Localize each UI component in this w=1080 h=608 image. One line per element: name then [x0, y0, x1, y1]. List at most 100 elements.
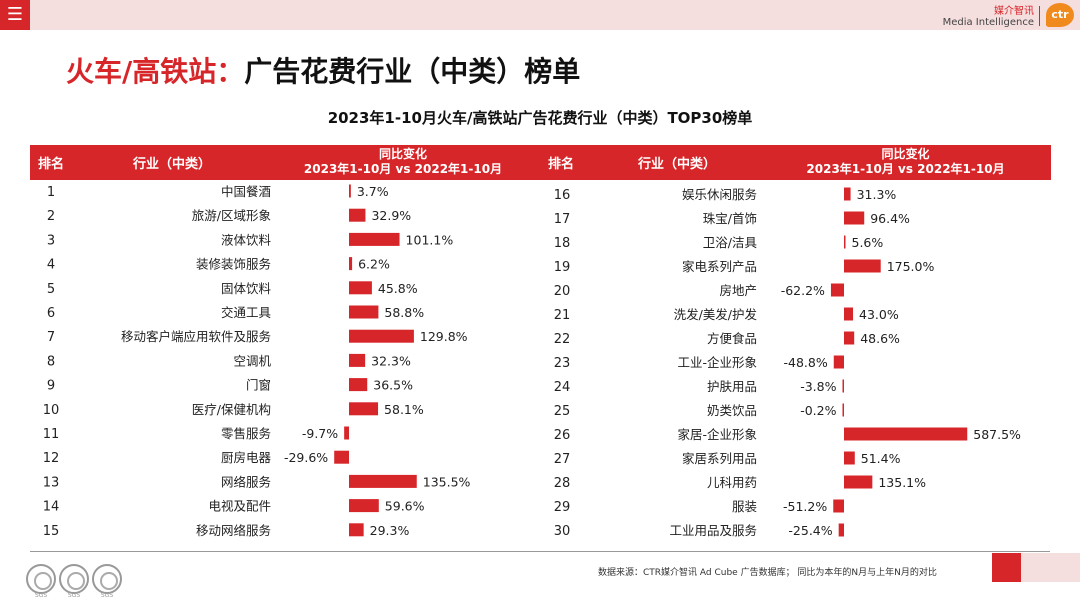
data-label: 5.6% — [852, 235, 884, 250]
table-row: 20 房地产 -62.2% — [554, 283, 844, 299]
industry-label: 工业用品及服务 — [669, 523, 757, 538]
table-row: 9 门窗 36.5% — [47, 378, 413, 394]
industry-label: 门窗 — [246, 378, 271, 393]
hamburger-icon[interactable]: ☰ — [0, 0, 30, 30]
data-label: -25.4% — [788, 523, 832, 538]
table-row: 24 护肤用品 -3.8% — [554, 379, 844, 395]
table-row: 11 零售服务 -9.7% — [43, 426, 349, 442]
rank-label: 3 — [47, 233, 55, 248]
data-label: -48.8% — [784, 355, 828, 370]
table-row: 25 奶类饮品 -0.2% — [554, 403, 844, 419]
table-header-left: 排名 行业（中类） 同比变化 2023年1-10月 vs 2022年1-10月 — [30, 145, 540, 180]
seal-label: SGS — [67, 592, 81, 599]
table-row: 7 移动客户端应用软件及服务 129.8% — [47, 329, 468, 345]
rank-label: 27 — [554, 452, 571, 467]
brand-text: 媒介智讯 Media Intelligence — [943, 6, 1034, 28]
bar — [349, 474, 417, 488]
bar — [844, 475, 873, 489]
brand-divider — [1039, 6, 1040, 26]
bar — [349, 257, 353, 271]
bar — [844, 187, 851, 201]
table-row: 29 服装 -51.2% — [554, 499, 844, 515]
industry-label: 液体饮料 — [221, 232, 272, 247]
bar — [833, 499, 844, 513]
rank-label: 11 — [43, 427, 60, 442]
rank-label: 24 — [554, 380, 571, 395]
data-label: 32.9% — [371, 208, 411, 223]
source-note: 数据来源：CTR媒介智讯 Ad Cube 广告数据库； 同比为本年的N月与上年N… — [598, 568, 937, 578]
industry-label: 移动客户端应用软件及服务 — [121, 329, 271, 344]
industry-label: 娱乐休闲服务 — [682, 187, 757, 202]
bar — [349, 305, 379, 319]
rank-label: 14 — [43, 500, 60, 515]
rank-label: 20 — [554, 284, 571, 299]
table-row: 30 工业用品及服务 -25.4% — [554, 523, 844, 539]
data-label: -29.6% — [284, 450, 328, 465]
bar — [844, 259, 881, 273]
bar — [842, 403, 844, 417]
table-row: 14 电视及配件 59.6% — [43, 499, 425, 515]
table-row: 13 网络服务 135.5% — [43, 474, 471, 490]
data-label: 135.5% — [423, 474, 471, 489]
industry-label: 中国餐酒 — [221, 184, 271, 199]
bar — [833, 355, 844, 369]
industry-label: 移动网络服务 — [196, 523, 271, 538]
data-label: 45.8% — [378, 281, 418, 296]
bar — [349, 378, 368, 392]
rank-label: 15 — [43, 524, 60, 539]
industry-label: 厨房电器 — [221, 450, 272, 465]
bar — [349, 184, 351, 198]
industry-label: 空调机 — [233, 353, 271, 368]
header-change-line1: 同比变化 — [881, 147, 930, 161]
table-row: 22 方便食品 48.6% — [554, 331, 900, 347]
rank-label: 5 — [47, 282, 55, 297]
data-label: 587.5% — [973, 427, 1021, 442]
table-row: 6 交通工具 58.8% — [47, 305, 424, 321]
rank-label: 12 — [43, 451, 60, 466]
header-change: 同比变化 2023年1-10月 vs 2022年1-10月 — [798, 147, 1013, 177]
data-label: 135.1% — [878, 475, 926, 490]
industry-label: 网络服务 — [221, 474, 271, 489]
corner-block-red — [992, 553, 1021, 582]
bar — [844, 427, 968, 441]
top-bar — [0, 0, 1080, 30]
industry-label: 洗发/美发/护发 — [674, 307, 758, 322]
industry-label: 电视及配件 — [208, 499, 271, 514]
rank-label: 25 — [554, 404, 571, 419]
data-label: 59.6% — [385, 499, 425, 514]
certification-seal-icon — [59, 564, 89, 594]
industry-label: 珠宝/首饰 — [703, 211, 757, 226]
data-label: 101.1% — [406, 232, 454, 247]
rank-label: 4 — [47, 258, 55, 273]
table-row: 18 卫浴/洁具 5.6% — [554, 235, 884, 251]
table-row: 3 液体饮料 101.1% — [47, 232, 453, 248]
industry-label: 装修装饰服务 — [196, 257, 271, 272]
header-change: 同比变化 2023年1-10月 vs 2022年1-10月 — [298, 147, 508, 177]
seal-label: SGS — [100, 592, 114, 599]
industry-label: 旅游/区域形象 — [192, 208, 271, 223]
table-row: 21 洗发/美发/护发 43.0% — [554, 307, 899, 323]
rank-label: 6 — [47, 306, 55, 321]
rank-label: 21 — [554, 308, 571, 323]
corner-block-pink — [1021, 553, 1080, 582]
industry-label: 卫浴/洁具 — [703, 235, 758, 250]
rank-label: 9 — [47, 379, 55, 394]
table-row: 10 医疗/保健机构 58.1% — [43, 402, 424, 418]
data-label: 36.5% — [373, 378, 413, 393]
header-change-line1: 同比变化 — [378, 147, 427, 161]
industry-label: 医疗/保健机构 — [192, 402, 271, 417]
rank-label: 19 — [554, 260, 571, 275]
table-row: 23 工业-企业形象 -48.8% — [554, 355, 844, 371]
certification-seal-icon — [92, 564, 122, 594]
bar — [844, 451, 855, 465]
brand-cn: 媒介智讯 — [994, 6, 1034, 17]
bar — [344, 426, 349, 440]
bar — [349, 208, 366, 222]
page-title: 火车/高铁站：广告花费行业（中类）榜单 — [66, 50, 580, 90]
data-label: 58.1% — [384, 402, 424, 417]
table-row: 26 家居-企业形象 587.5% — [554, 427, 1021, 443]
data-label: 96.4% — [870, 211, 910, 226]
page-title-red: 火车/高铁站： — [66, 55, 245, 88]
industry-label: 儿科用药 — [707, 475, 757, 490]
table-row: 27 家居系列用品 51.4% — [554, 451, 901, 467]
